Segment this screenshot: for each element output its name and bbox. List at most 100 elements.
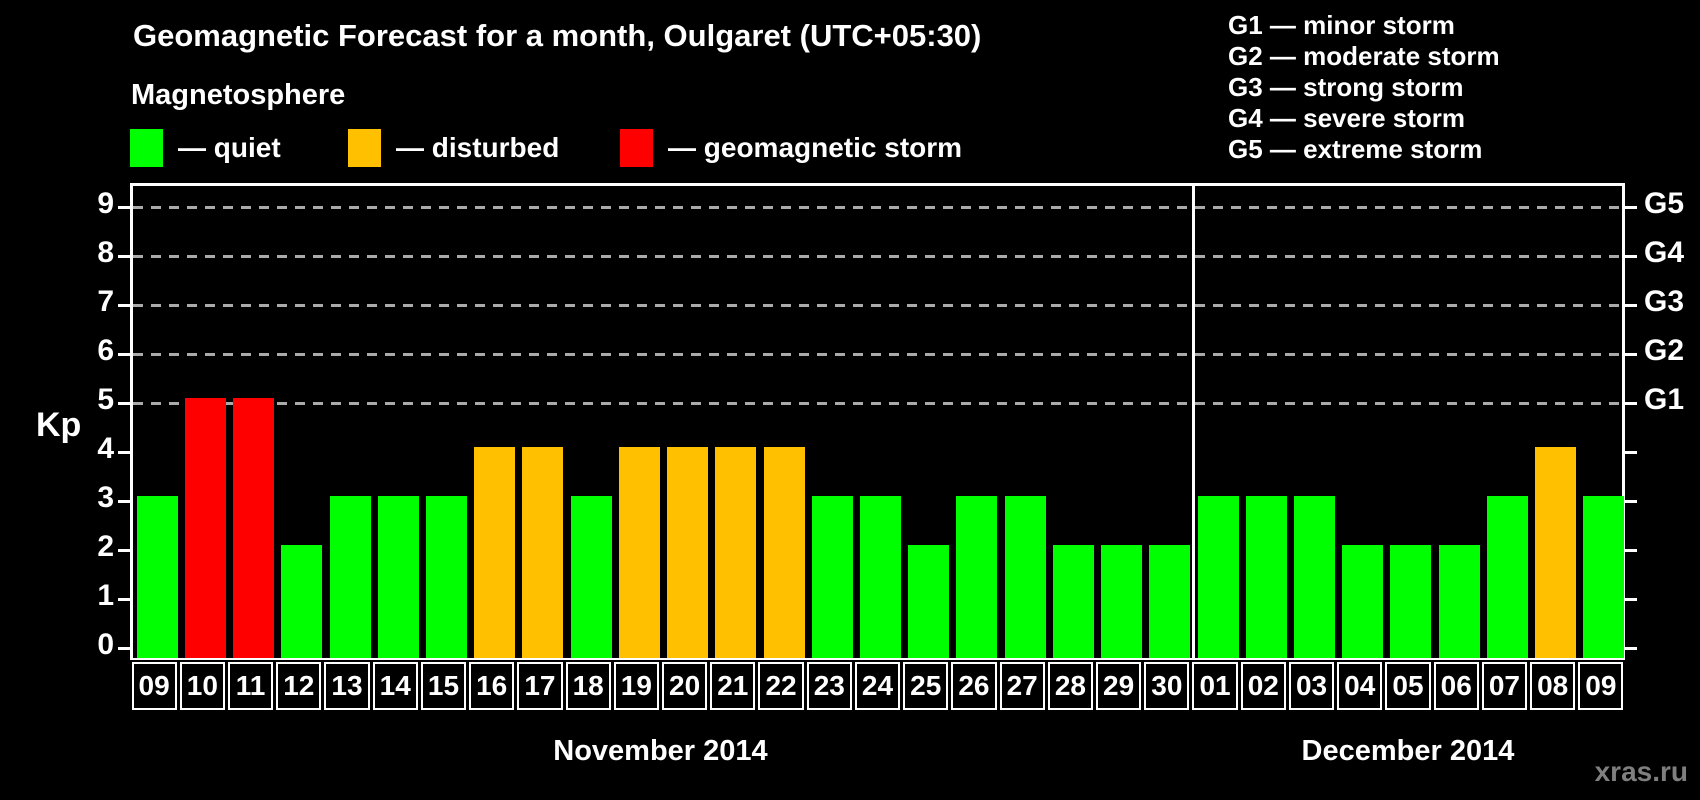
kp-bar-november-13 [329,496,371,658]
y-tick-label-4: 4 [97,432,114,465]
kp-bar-november-29 [1101,545,1143,658]
kp-bar-december-09 [1583,496,1625,658]
kp-bar-november-20 [667,447,709,658]
day-label-november-10: 10 [179,662,225,710]
right-tick-kp4 [1625,451,1637,454]
y-axis-tick-labels: 0 1 2 3 4 5 6 7 8 9 [40,183,114,661]
left-tick-kp2 [118,549,130,552]
right-tick-kp7 [1625,304,1637,307]
legend-item-disturbed: — disturbed [348,127,559,169]
y-tick-label-9: 9 [97,187,114,220]
left-tick-kp6 [118,353,130,356]
day-label-november-26: 26 [951,662,997,710]
right-tick-kp3 [1625,500,1637,503]
y-tick-label-0: 0 [97,628,114,661]
kp-bar-november-22 [763,447,805,658]
day-label-november-23: 23 [806,662,852,710]
kp-bar-november-17 [522,447,564,658]
gridline-kp6 [133,353,1622,356]
day-label-december-04: 04 [1337,662,1383,710]
legend-item-quiet: — quiet [130,127,281,169]
legend-label-storm: — geomagnetic storm [668,132,963,163]
left-tick-kp5 [118,402,130,405]
kp-bar-november-25 [908,545,950,658]
kp-bar-november-09 [136,496,178,658]
day-label-november-28: 28 [1047,662,1093,710]
day-label-november-17: 17 [517,662,563,710]
right-tick-kp0 [1625,647,1637,650]
y-tick-label-6: 6 [97,334,114,367]
legend-label-disturbed: — disturbed [396,132,560,163]
right-axis-label-g1: G1 [1644,383,1685,416]
storm-scale-legend: G1 — minor storm G2 — moderate storm G3 — … [1228,10,1500,165]
left-tick-kp8 [118,255,130,258]
day-label-december-09: 09 [1578,662,1624,710]
right-tick-kp8 [1625,255,1637,258]
day-label-november-21: 21 [710,662,756,710]
legend-item-storm: — geomagnetic storm [620,127,962,169]
right-tick-kp1 [1625,598,1637,601]
day-label-december-02: 02 [1240,662,1286,710]
kp-bar-december-06 [1438,545,1480,658]
storm-scale-legend-line: G1 — minor storm [1228,10,1455,40]
right-tick-kp5 [1625,402,1637,405]
y-tick-label-1: 1 [97,579,114,612]
day-label-november-30: 30 [1144,662,1190,710]
day-label-november-27: 27 [999,662,1045,710]
day-label-november-14: 14 [372,662,418,710]
y-tick-label-8: 8 [97,236,114,269]
y-tick-label-3: 3 [97,481,114,514]
right-axis-g-labels: G1 G2 G3 G4 G5 [1644,183,1700,660]
storm-scale-legend-line: G3 — strong storm [1228,72,1464,102]
right-tick-kp9 [1625,206,1637,209]
month-separator-line [1192,186,1196,658]
right-axis-label-g3: G3 [1644,285,1685,318]
kp-bar-december-04 [1342,545,1384,658]
day-label-november-19: 19 [613,662,659,710]
left-tick-kp0 [118,647,130,650]
day-label-november-25: 25 [903,662,949,710]
watermark: xras.ru [1594,756,1688,787]
day-label-december-05: 05 [1385,662,1431,710]
disturbed-color-swatch [348,129,381,167]
y-tick-label-2: 2 [97,530,114,563]
left-tick-kp3 [118,500,130,503]
kp-bar-december-02 [1245,496,1287,658]
x-axis-day-labels: 09 10 11 12 13 14 15 16 17 18 19 20 21 22 23 24 25 26 27 28… [130,660,1625,714]
kp-bar-november-24 [860,496,901,658]
gridline-kp7 [133,304,1622,307]
gridline-kp5 [133,402,1622,405]
day-label-november-09: 09 [131,662,177,710]
left-tick-kp4 [118,451,130,454]
y-tick-label-5: 5 [97,383,114,416]
legend-label-quiet: — quiet [178,132,281,163]
kp-bar-november-16 [474,447,516,658]
kp-bar-november-27 [1004,496,1046,658]
y-axis-title: Kp [36,406,82,444]
kp-bar-november-21 [715,447,757,658]
right-axis-label-g4: G4 [1644,236,1685,269]
day-label-november-15: 15 [420,662,467,710]
right-tick-kp6 [1625,353,1637,356]
day-label-november-13: 13 [324,662,370,710]
day-label-december-03: 03 [1288,662,1335,710]
plot-area [118,183,1637,660]
storm-scale-legend-line: G4 — severe storm [1228,103,1466,133]
storm-color-swatch [620,129,653,167]
day-label-december-08: 08 [1530,662,1576,710]
kp-bar-november-15 [425,496,467,658]
kp-bar-december-07 [1486,496,1528,658]
kp-bar-november-11 [233,398,275,658]
day-label-december-07: 07 [1481,662,1528,710]
kp-bar-november-12 [281,545,323,658]
y-tick-label-7: 7 [97,285,114,318]
kp-bar-december-03 [1294,496,1336,658]
day-label-december-01: 01 [1192,662,1238,710]
day-label-december-06: 06 [1433,662,1479,710]
left-tick-kp1 [118,598,130,601]
kp-bar-november-30 [1149,545,1191,658]
day-label-november-29: 29 [1096,662,1142,710]
kp-bar-november-28 [1052,545,1094,658]
day-label-november-18: 18 [565,662,611,710]
